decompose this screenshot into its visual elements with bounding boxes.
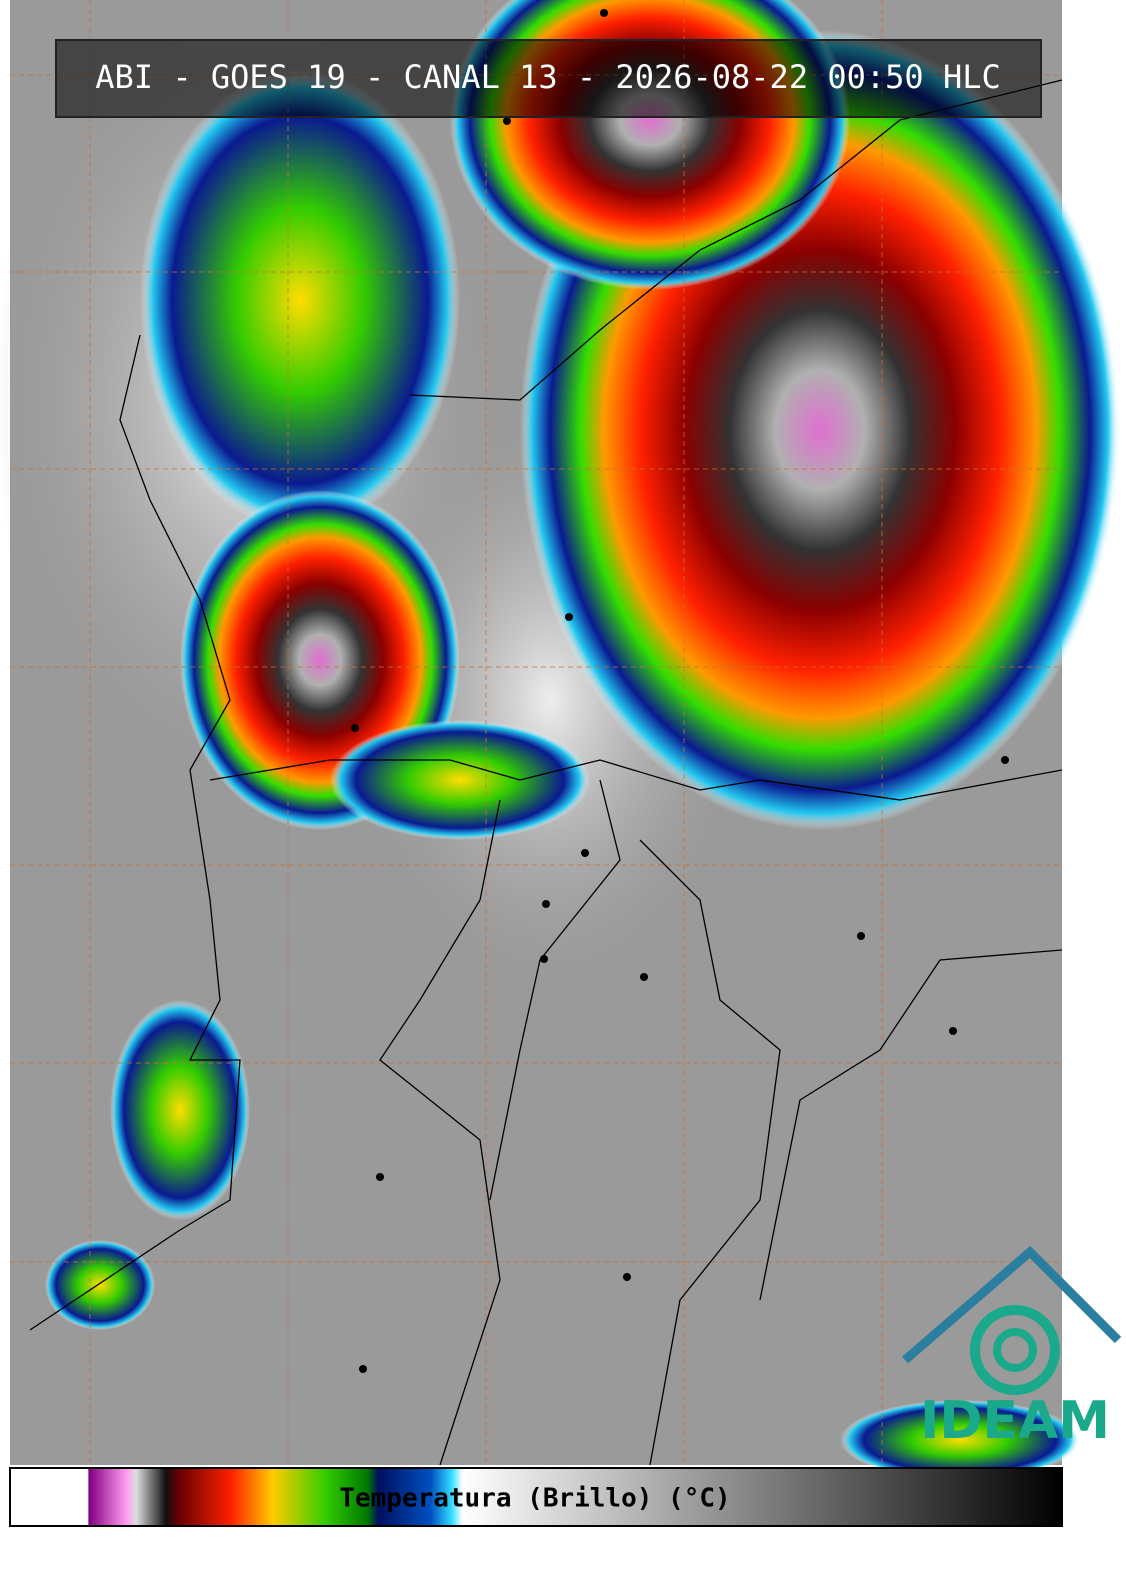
title: ABI - GOES 19 - CANAL 13 - 2026-08-22 00… <box>95 58 1000 96</box>
colorbar: Temperatura (Brillo) (°C) <box>9 1467 1063 1527</box>
colorbar-label: Temperatura (Brillo) (°C) <box>339 1484 730 1514</box>
satellite-map <box>0 0 1120 1480</box>
logo-text: IDEAM <box>920 1391 1110 1451</box>
logo: IDEAM <box>902 1245 1122 1451</box>
title-box: ABI - GOES 19 - CANAL 13 - 2026-08-22 00… <box>55 39 1042 118</box>
